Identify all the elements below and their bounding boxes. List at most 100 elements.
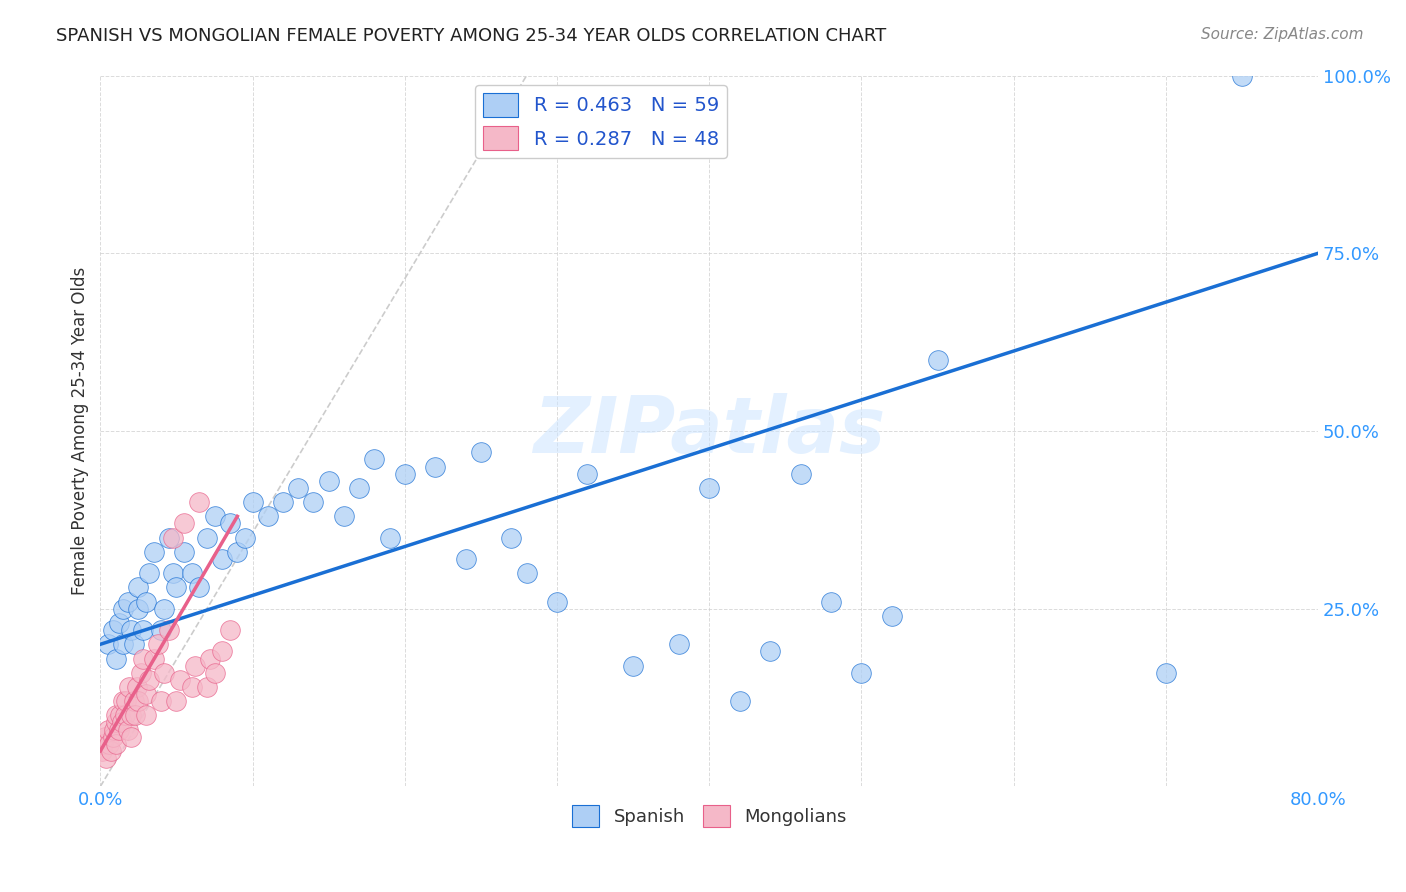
Text: Source: ZipAtlas.com: Source: ZipAtlas.com [1201, 27, 1364, 42]
Point [142, 651, 165, 665]
Point [166, 694, 188, 708]
Point [103, 723, 125, 737]
Point [820, 594, 842, 608]
Point [363, 452, 385, 467]
Point [117, 594, 139, 608]
Point [180, 566, 202, 581]
Point [188, 495, 211, 509]
Point [501, 531, 523, 545]
Point [97, 637, 120, 651]
Point [112, 637, 135, 651]
Point [173, 516, 195, 531]
Point [111, 715, 134, 730]
Point [148, 637, 170, 651]
Point [162, 566, 184, 581]
Point [150, 623, 173, 637]
Point [97, 723, 120, 737]
Point [198, 651, 221, 665]
Point [112, 601, 135, 615]
Y-axis label: Female Poverty Among 25-34 Year Olds: Female Poverty Among 25-34 Year Olds [72, 267, 89, 595]
Point [120, 623, 142, 637]
Point [218, 516, 240, 531]
Point [101, 623, 124, 637]
Point [183, 658, 205, 673]
Point [166, 581, 188, 595]
Point [546, 594, 568, 608]
Point [122, 694, 145, 708]
Point [162, 531, 184, 545]
Point [233, 531, 256, 545]
Point [256, 509, 278, 524]
Point [108, 708, 131, 723]
Point [576, 467, 599, 481]
Point [124, 708, 146, 723]
Point [101, 730, 124, 744]
Point [425, 459, 447, 474]
Point [93, 737, 115, 751]
Point [347, 481, 370, 495]
Point [138, 566, 160, 581]
Point [114, 708, 136, 723]
Point [470, 445, 492, 459]
Point [173, 545, 195, 559]
Point [188, 581, 211, 595]
Point [226, 545, 249, 559]
Point [98, 737, 121, 751]
Point [96, 751, 118, 765]
Point [127, 694, 149, 708]
Point [195, 531, 218, 545]
Point [135, 708, 157, 723]
Point [120, 708, 142, 723]
Point [127, 601, 149, 615]
Point [927, 352, 949, 367]
Point [115, 694, 138, 708]
Point [302, 495, 325, 509]
Point [516, 566, 538, 581]
Point [150, 694, 173, 708]
Text: ZIPatlas: ZIPatlas [533, 393, 886, 469]
Point [759, 644, 782, 658]
Point [1230, 69, 1253, 83]
Point [104, 737, 127, 751]
Point [107, 723, 129, 737]
Point [668, 637, 690, 651]
Point [107, 615, 129, 630]
Point [880, 608, 903, 623]
Point [454, 552, 477, 566]
Legend: Spanish, Mongolians: Spanish, Mongolians [565, 797, 853, 834]
Point [127, 581, 149, 595]
Point [112, 694, 135, 708]
Point [378, 531, 401, 545]
Point [153, 601, 176, 615]
Point [122, 637, 145, 651]
Point [195, 680, 218, 694]
Point [697, 481, 720, 495]
Point [90, 744, 112, 758]
Point [104, 715, 127, 730]
Text: SPANISH VS MONGOLIAN FEMALE POVERTY AMONG 25-34 YEAR OLDS CORRELATION CHART: SPANISH VS MONGOLIAN FEMALE POVERTY AMON… [56, 27, 887, 45]
Point [789, 467, 811, 481]
Point [117, 723, 139, 737]
Point [211, 644, 233, 658]
Point [94, 730, 117, 744]
Point [1154, 665, 1177, 680]
Point [135, 594, 157, 608]
Point [153, 665, 176, 680]
Point [204, 665, 226, 680]
Point [333, 509, 356, 524]
Point [318, 474, 340, 488]
Point [142, 545, 165, 559]
Point [728, 694, 751, 708]
Point [138, 673, 160, 687]
Point [135, 687, 157, 701]
Point [204, 509, 226, 524]
Point [118, 680, 141, 694]
Point [120, 730, 142, 744]
Point [211, 552, 233, 566]
Point [394, 467, 416, 481]
Point [157, 531, 180, 545]
Point [132, 623, 155, 637]
Point [218, 623, 240, 637]
Point [271, 495, 294, 509]
Point [125, 680, 148, 694]
